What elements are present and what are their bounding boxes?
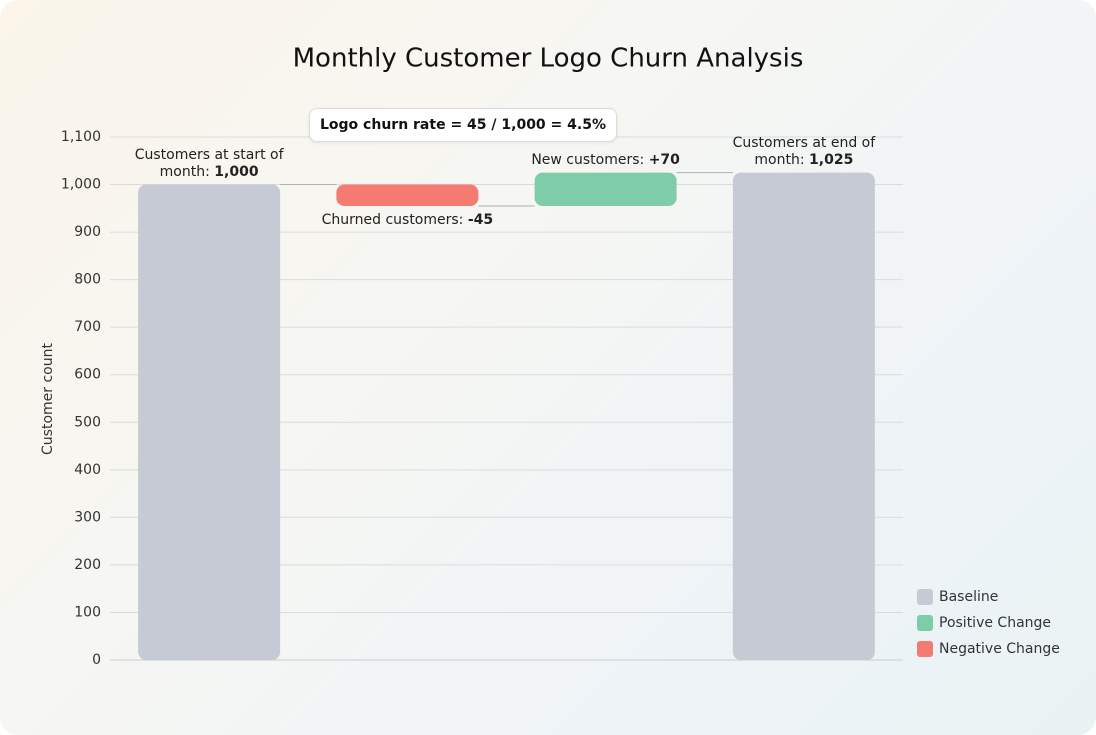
data-label: Churned customers: -45: [297, 212, 517, 229]
y-tick-label: 800: [74, 272, 101, 288]
y-tick-label: 0: [92, 652, 101, 668]
y-tick-label: 700: [74, 319, 101, 335]
legend-label: Negative Change: [939, 641, 1060, 657]
y-tick-label: 500: [74, 414, 101, 430]
y-tick-label: 100: [74, 604, 101, 620]
bar: [534, 172, 677, 206]
y-tick-label: 1,000: [61, 177, 101, 193]
bar: [336, 184, 479, 206]
y-tick-label: 600: [74, 367, 101, 383]
y-tick-label: 1,100: [61, 129, 101, 145]
data-label: New customers: +70: [496, 152, 716, 169]
data-label-text: Churned customers:: [321, 211, 464, 228]
legend-label: Positive Change: [939, 615, 1051, 631]
data-label-value: 1,000: [214, 163, 259, 180]
data-label-value: -45: [467, 211, 494, 228]
y-tick-label: 200: [74, 557, 101, 573]
data-label-text: New customers:: [531, 151, 645, 168]
bar: [732, 172, 875, 660]
legend-swatch: [917, 641, 933, 657]
legend-swatch: [917, 615, 933, 631]
y-axis-label: Customer count: [40, 343, 56, 455]
data-label-value: +70: [648, 151, 680, 168]
data-label-value: 1,025: [809, 151, 854, 168]
data-label: Customers at end of month: 1,025: [729, 135, 879, 169]
data-label-text: Customers at start of month:: [134, 146, 284, 180]
annotation: Logo churn rate = 45 / 1,000 = 4.5%: [309, 108, 617, 142]
y-tick-label: 900: [74, 224, 101, 240]
legend-swatch: [917, 589, 933, 605]
bar: [138, 184, 281, 660]
data-label-text: Customers at end of month:: [732, 134, 876, 168]
y-tick-label: 400: [74, 462, 101, 478]
chart-title: Monthly Customer Logo Churn Analysis: [293, 44, 804, 74]
data-label: Customers at start of month: 1,000: [134, 147, 284, 181]
y-tick-label: 300: [74, 509, 101, 525]
legend-label: Baseline: [939, 589, 998, 605]
